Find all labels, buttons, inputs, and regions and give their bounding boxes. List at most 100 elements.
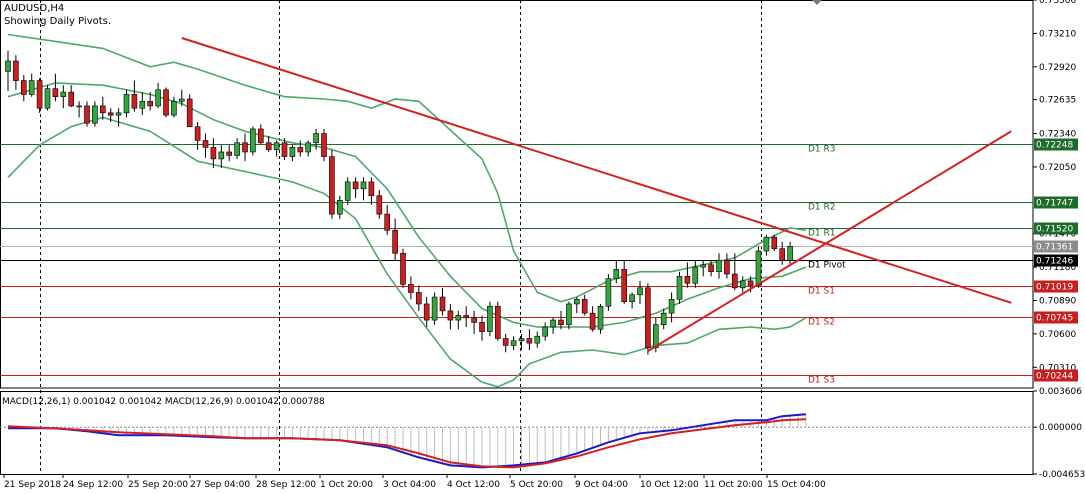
candle [100, 96, 106, 120]
candle [700, 260, 707, 277]
pivot-label: D1 S2 [808, 318, 835, 328]
candle-body [84, 105, 90, 124]
candle [84, 101, 90, 127]
candle [123, 89, 130, 118]
candle [763, 234, 770, 256]
candle-body [731, 273, 738, 289]
candle [739, 276, 746, 293]
candle [755, 246, 762, 288]
candle-body [115, 112, 122, 116]
price-tick-label: 0.71470 [1039, 230, 1076, 240]
candle [13, 55, 19, 90]
pivot-label: D1 S1 [808, 287, 835, 297]
candle [273, 140, 280, 157]
candle [708, 260, 714, 277]
candle [447, 303, 454, 330]
candle-body [360, 181, 367, 190]
candle-body [763, 236, 770, 252]
price-axis: 0.73500 0.73210 0.72920 0.72635 0.72340 0.720… [1033, 0, 1078, 382]
candle-body [313, 133, 319, 144]
time-tick-label: 3 Oct 04:00 [383, 480, 436, 490]
candle-body [107, 112, 114, 116]
bollinger-lower [7, 116, 807, 388]
time-tick-label: 28 Sep 12:00 [256, 480, 316, 490]
candle-body [771, 236, 778, 249]
candle-body [502, 338, 509, 346]
scroll-marker-icon[interactable] [812, 0, 822, 5]
candle-body [52, 88, 59, 98]
trendlines [181, 37, 1012, 353]
candle [360, 177, 367, 201]
candle [605, 274, 612, 311]
candle-body [779, 248, 786, 261]
candle-body [218, 151, 225, 160]
macd-tick-label: 0.000000 [1039, 423, 1082, 433]
candle-body [210, 147, 217, 160]
price-tick-label: 0.71180 [1039, 263, 1076, 273]
candle-body [100, 105, 106, 114]
time-tick-label: 21 Sep 2018 [4, 480, 61, 490]
candle-body [194, 126, 201, 141]
time-tick-label: 5 Oct 20:00 [510, 480, 563, 490]
candle-body [676, 276, 683, 300]
candle-body [28, 80, 35, 95]
candle-body [660, 312, 667, 325]
candle [724, 253, 730, 279]
price-tick-label: 0.70310 [1039, 363, 1076, 373]
time-tick-label: 25 Sep 20:00 [128, 480, 188, 490]
trendline-support [647, 130, 1012, 353]
price-tag [1034, 311, 1078, 324]
candle [716, 253, 722, 279]
candle-body [724, 259, 730, 275]
candle-body [747, 280, 754, 286]
candle [542, 322, 549, 341]
candle [518, 333, 525, 351]
candle [28, 73, 35, 97]
time-tick-label: 27 Sep 04:00 [190, 480, 250, 490]
candle-body [526, 338, 533, 344]
candle-body [629, 294, 635, 302]
candle [179, 89, 185, 106]
candle [368, 177, 375, 205]
candle-body [408, 284, 414, 293]
candle-body [202, 140, 209, 148]
candle [352, 177, 359, 199]
candle-body [558, 319, 564, 325]
candle-body [344, 181, 351, 201]
pivots-subtitle: Showing Daily Pivots. [4, 16, 111, 27]
price-tick-label: 0.73210 [1039, 29, 1076, 39]
candle-body [415, 292, 422, 305]
candle [210, 138, 217, 169]
candle [265, 135, 272, 152]
candle-body [147, 101, 153, 107]
candle [676, 271, 683, 304]
candle-body [123, 94, 130, 114]
symbol-title: AUDUSD,H4 [4, 3, 64, 14]
candle [573, 297, 580, 314]
candle [139, 92, 146, 116]
candle [431, 292, 438, 325]
candle [44, 85, 51, 111]
candles [5, 50, 793, 355]
price-tick-label: 0.70600 [1039, 330, 1076, 340]
time-tick-label: 10 Oct 12:00 [640, 480, 699, 490]
candle [257, 124, 264, 144]
candle-body [597, 305, 604, 330]
candle-body [376, 195, 383, 215]
candle-body [447, 310, 454, 321]
candle [305, 140, 312, 157]
candle [589, 306, 596, 332]
macd-frame [0, 391, 1034, 475]
candle-body [392, 229, 398, 254]
candle-body [787, 246, 793, 261]
candle [76, 101, 82, 118]
candle [68, 85, 74, 108]
candle [155, 82, 161, 109]
candle-body [494, 305, 501, 339]
candle [281, 138, 288, 161]
price-tag-label: 0.70244 [1036, 372, 1073, 382]
macd-title: MACD(12,26,1) 0.001042 0.001042 MACD(12,… [2, 397, 325, 407]
bollinger-bands [7, 33, 807, 388]
candle-body [652, 324, 659, 349]
candle-body [329, 156, 335, 215]
